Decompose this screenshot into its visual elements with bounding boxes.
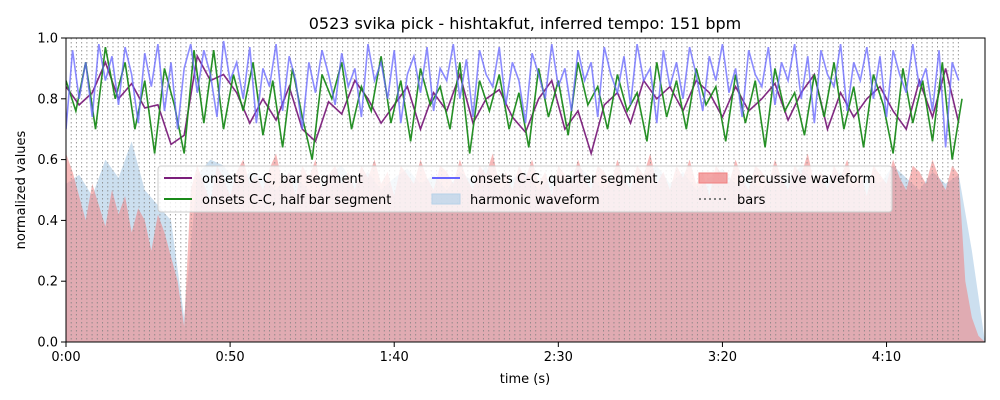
y-tick-label: 0.0 <box>37 336 58 351</box>
onsets-c-c-half-bar-segment-line <box>66 46 963 160</box>
y-tick-label: 0.6 <box>37 153 58 168</box>
x-tick-label: 0:00 <box>51 350 80 365</box>
legend-label: onsets C-C, quarter segment <box>470 172 657 187</box>
legend-label: percussive waveform <box>737 172 875 187</box>
y-tick-label: 0.2 <box>37 275 58 290</box>
chart-title: 0523 svika pick - hishtakfut, inferred t… <box>309 14 741 33</box>
x-tick-label: 1:40 <box>380 350 409 365</box>
onsets-c-c-quarter-segment-line <box>66 40 960 148</box>
x-axis-label: time (s) <box>500 372 550 387</box>
legend: onsets C-C, bar segment onsets C-C, half … <box>157 165 893 213</box>
x-tick-label: 4:10 <box>872 350 901 365</box>
axes-frame <box>65 37 986 343</box>
x-tick-label: 2:30 <box>544 350 573 365</box>
legend-label: harmonic waveform <box>470 193 600 208</box>
legend-swatch <box>431 193 461 205</box>
legend-label: bars <box>737 193 766 208</box>
x-tick-label: 0:50 <box>216 350 245 365</box>
x-tick-label: 3:20 <box>708 350 737 365</box>
y-tick-label: 1.0 <box>37 32 58 47</box>
y-tick-label: 0.8 <box>37 92 58 107</box>
legend-label: onsets C-C, half bar segment <box>202 193 391 208</box>
legend-label: onsets C-C, bar segment <box>202 172 363 187</box>
y-tick-label: 0.4 <box>37 214 58 229</box>
legend-swatch <box>698 172 728 184</box>
y-axis-label: normalized values <box>14 130 29 249</box>
